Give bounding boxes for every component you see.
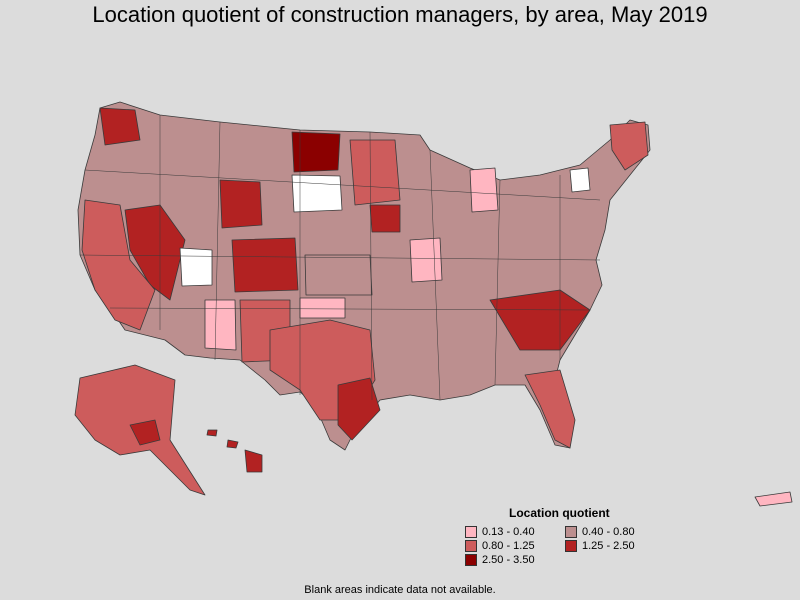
legend-title: Location quotient xyxy=(509,506,610,520)
oklahoma-light xyxy=(299,297,346,319)
legend-item: 1.25 - 2.50 xyxy=(565,540,665,552)
kansas-area xyxy=(304,254,373,296)
legend-label: 0.80 - 1.25 xyxy=(482,540,535,552)
legend-swatch xyxy=(465,540,477,552)
district-boundaries xyxy=(79,115,601,401)
map-legend: Location quotient 0.13 - 0.40 0.40 - 0.8… xyxy=(465,506,665,566)
minnesota-area xyxy=(349,139,401,206)
footnote: Blank areas indicate data not available. xyxy=(304,584,496,596)
legend-swatch xyxy=(565,540,577,552)
hawaii-big-island xyxy=(244,449,263,473)
utah-blank xyxy=(179,247,213,287)
wyoming-area xyxy=(219,179,263,229)
legend-label: 0.13 - 0.40 xyxy=(482,526,535,538)
illinois-light xyxy=(409,237,443,283)
legend-label: 2.50 - 3.50 xyxy=(482,554,535,566)
puerto-rico-area xyxy=(754,491,793,507)
legend-label: 1.25 - 2.50 xyxy=(582,540,635,552)
california-area xyxy=(81,199,156,331)
florida-area xyxy=(524,369,576,449)
arizona-light xyxy=(204,299,237,351)
legend-item: 0.13 - 0.40 xyxy=(465,526,565,538)
legend-swatch xyxy=(465,554,477,566)
colorado-area xyxy=(231,237,299,293)
northeast-blank xyxy=(569,167,591,193)
washington-area xyxy=(99,107,141,146)
maine-area xyxy=(609,121,649,171)
iowa-area xyxy=(369,204,401,233)
legend-item: 0.40 - 0.80 xyxy=(565,526,665,538)
south-dakota-blank xyxy=(291,174,343,213)
hawaii-oahu xyxy=(206,429,218,437)
southeast-area xyxy=(489,289,591,351)
legend-swatch xyxy=(565,526,577,538)
legend-item: 0.80 - 1.25 xyxy=(465,540,565,552)
legend-swatch xyxy=(465,526,477,538)
alaska-south-area xyxy=(129,419,161,446)
legend-item: 2.50 - 3.50 xyxy=(465,554,565,566)
map-title: Location quotient of construction manage… xyxy=(92,2,708,27)
hawaii-maui xyxy=(226,439,239,449)
legend-label: 0.40 - 0.80 xyxy=(582,526,635,538)
michigan-light xyxy=(469,167,499,213)
houston-area xyxy=(337,377,381,441)
north-dakota-area xyxy=(291,131,341,173)
